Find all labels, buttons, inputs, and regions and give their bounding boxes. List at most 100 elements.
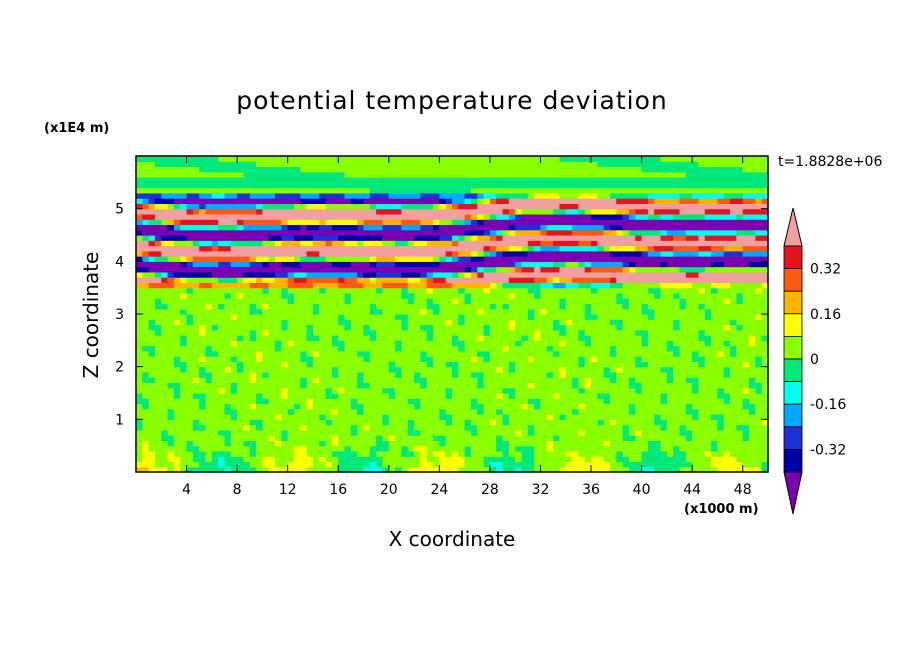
heatmap-cell — [331, 335, 339, 341]
heatmap-cell — [262, 324, 270, 331]
heatmap-cell — [628, 271, 636, 278]
heatmap-cell — [622, 245, 630, 252]
heatmap-cell — [211, 340, 219, 347]
heatmap-cell — [154, 314, 162, 320]
heatmap-cell — [502, 245, 510, 252]
heatmap-cell — [294, 208, 301, 215]
heatmap-cell — [243, 361, 251, 368]
heatmap-cell — [357, 414, 365, 420]
heatmap-cell — [540, 198, 548, 204]
heatmap-cell — [237, 393, 245, 399]
heatmap-cell — [635, 292, 643, 299]
heatmap-cell — [565, 456, 573, 463]
heatmap-cell — [426, 271, 434, 278]
heatmap-cell — [382, 187, 390, 194]
heatmap-cell — [376, 213, 384, 220]
heatmap-cell — [148, 445, 156, 452]
heatmap-cell — [452, 224, 459, 231]
heatmap-cell — [312, 266, 320, 273]
heatmap-cell — [439, 219, 447, 226]
heatmap-cell — [578, 461, 586, 468]
heatmap-cell — [647, 382, 655, 389]
heatmap-cell — [237, 303, 245, 310]
heatmap-cell — [464, 303, 472, 310]
heatmap-cell — [546, 371, 554, 378]
heatmap-cell — [319, 435, 327, 441]
heatmap-cell — [647, 408, 655, 415]
heatmap-cell — [584, 308, 592, 315]
heatmap-cell — [249, 314, 257, 320]
heatmap-cell — [464, 177, 472, 183]
heatmap-cell — [331, 361, 339, 368]
heatmap-cell — [369, 371, 377, 378]
heatmap-cell — [224, 371, 232, 378]
heatmap-cell — [331, 445, 339, 452]
heatmap-cell — [268, 203, 276, 210]
heatmap-cell — [306, 229, 314, 236]
heatmap-cell — [401, 250, 409, 257]
heatmap-cell — [218, 393, 226, 399]
heatmap-cell — [357, 277, 365, 283]
heatmap-cell — [199, 403, 207, 410]
heatmap-cell — [287, 424, 295, 431]
heatmap-cell — [287, 324, 295, 331]
heatmap-cell — [344, 166, 352, 173]
heatmap-cell — [489, 393, 497, 399]
heatmap-cell — [268, 424, 276, 431]
heatmap-cell — [407, 166, 415, 173]
heatmap-cell — [483, 271, 491, 278]
heatmap-cell — [294, 461, 301, 468]
heatmap-cell — [572, 314, 579, 320]
heatmap-cell — [489, 187, 497, 194]
heatmap-cell — [388, 366, 396, 373]
heatmap-cell — [534, 466, 542, 472]
heatmap-cell — [243, 219, 251, 226]
heatmap-cell — [218, 403, 226, 410]
heatmap-cell — [489, 256, 497, 262]
heatmap-cell — [439, 424, 447, 431]
heatmap-cell — [508, 229, 516, 236]
heatmap-cell — [597, 466, 605, 472]
heatmap-cell — [584, 213, 592, 220]
heatmap-cell — [306, 303, 314, 310]
heatmap-cell — [420, 308, 428, 315]
heatmap-cell — [363, 340, 371, 347]
heatmap-cell — [173, 419, 181, 426]
heatmap-cell — [426, 429, 434, 436]
heatmap-cell — [180, 329, 188, 336]
heatmap-cell — [452, 387, 459, 394]
heatmap-cell — [527, 466, 535, 472]
heatmap-cell — [464, 156, 472, 162]
heatmap-cell — [262, 435, 270, 441]
heatmap-cell — [521, 224, 529, 231]
heatmap-cell — [237, 266, 245, 273]
heatmap-cell — [439, 277, 447, 283]
heatmap-cell — [426, 213, 434, 220]
heatmap-cell — [572, 329, 579, 336]
heatmap-cell — [180, 456, 188, 463]
heatmap-cell — [180, 177, 188, 183]
heatmap-cell — [565, 340, 573, 347]
heatmap-cell — [426, 245, 434, 252]
heatmap-cell — [312, 350, 320, 357]
heatmap-cell — [161, 171, 169, 178]
heatmap-cell — [173, 261, 181, 268]
heatmap-cell — [534, 366, 542, 373]
heatmap-cell — [426, 229, 434, 236]
heatmap-cell — [192, 292, 200, 299]
heatmap-cell — [597, 282, 605, 289]
heatmap-cell — [142, 414, 150, 420]
heatmap-cell — [192, 335, 200, 341]
heatmap-cell — [319, 450, 327, 457]
heatmap-cell — [597, 166, 605, 173]
heatmap-cell — [262, 456, 270, 463]
heatmap-cell — [622, 319, 630, 326]
heatmap-cell — [325, 319, 333, 326]
heatmap-cell — [224, 356, 232, 362]
heatmap-cell — [136, 366, 143, 373]
heatmap-cell — [154, 445, 162, 452]
heatmap-cell — [205, 429, 213, 436]
heatmap-cell — [622, 171, 630, 178]
heatmap-cell — [357, 361, 365, 368]
heatmap-cell — [256, 308, 263, 315]
